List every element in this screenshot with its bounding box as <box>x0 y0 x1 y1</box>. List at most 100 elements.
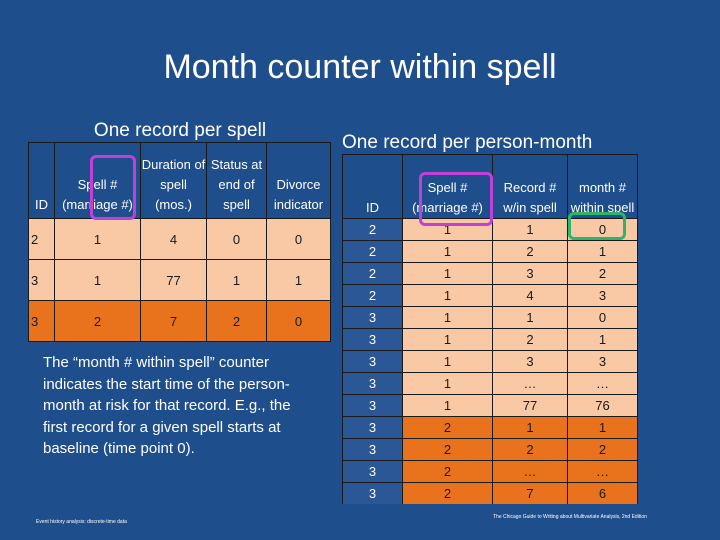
explanation-note: The “month # within spell” counter indic… <box>43 354 291 457</box>
spell-table: ID Spell # (marriage #) Duration of spel… <box>28 142 331 342</box>
header-record-number: Record # w/in spell <box>492 154 568 219</box>
cell: 0 <box>266 218 331 260</box>
table-row: 3 2…… <box>342 460 638 483</box>
cell: 3 <box>342 394 403 417</box>
cell: 2 <box>342 284 403 307</box>
cell: 3 <box>567 284 638 307</box>
person-month-table: ID Spell # (marriage #) Record # w/in sp… <box>342 154 638 504</box>
table-row: 3 1 77 76 <box>342 394 638 417</box>
cell: 7 <box>492 482 568 504</box>
cell: 1 <box>402 240 493 263</box>
cell: 3 <box>342 328 403 351</box>
cell: 2 <box>402 438 493 461</box>
cell: 1 <box>402 394 493 417</box>
cell: 7 <box>140 300 207 342</box>
cell: 3 <box>492 262 568 285</box>
cell: 1 <box>402 372 493 395</box>
cell: 1 <box>492 306 568 329</box>
header-month-within-spell: month # within spell <box>567 154 638 219</box>
cell: 6 <box>567 482 638 504</box>
table-row: 3 1…… <box>342 372 638 395</box>
cell: 1 <box>567 416 638 439</box>
cell: 2 <box>402 460 493 483</box>
cell: 1 <box>54 259 141 301</box>
spell-number-highlight <box>419 172 493 226</box>
cell: … <box>567 460 638 483</box>
cell: 2 <box>342 262 403 285</box>
header-divorce-indicator: Divorce indicator <box>266 142 331 219</box>
cell: 3 <box>567 350 638 373</box>
cell: 2 <box>342 240 403 263</box>
cell: 1 <box>567 240 638 263</box>
header-status: Status at end of spell <box>206 142 267 219</box>
cell: 3 <box>342 372 403 395</box>
cell: 3 <box>28 259 55 301</box>
cell: 3 <box>28 300 55 342</box>
cell: 1 <box>266 259 331 301</box>
table-row: 3 2 7 2 0 <box>28 300 331 342</box>
spell-number-highlight <box>90 155 136 220</box>
cell: 1 <box>402 350 493 373</box>
cell: 1 <box>492 218 568 241</box>
cell: 1 <box>402 262 493 285</box>
left-table-caption: One record per spell <box>93 120 267 141</box>
cell: 0 <box>567 306 638 329</box>
cell: 4 <box>492 284 568 307</box>
cell: 1 <box>206 259 267 301</box>
cell: 2 <box>28 218 55 260</box>
cell: 2 <box>567 438 638 461</box>
cell: 3 <box>342 416 403 439</box>
cell: 1 <box>567 328 638 351</box>
right-table-caption: One record per person-month <box>342 132 593 153</box>
cell: 3 <box>342 482 403 504</box>
spell-table-header: ID Spell # (marriage #) Duration of spel… <box>28 142 331 219</box>
cell: 2 <box>402 482 493 504</box>
cell: 3 <box>492 350 568 373</box>
cell: 2 <box>492 438 568 461</box>
slide-title: Month counter within spell <box>163 48 557 86</box>
footer-left: Event history analysis: discrete-time da… <box>36 519 127 525</box>
cell: 0 <box>266 300 331 342</box>
table-row: 3 1 77 1 1 <box>28 259 331 301</box>
cell: 1 <box>492 416 568 439</box>
cell: 2 <box>206 300 267 342</box>
cell: 2 <box>492 328 568 351</box>
table-row: 2 1 4 0 0 <box>28 218 331 260</box>
cell: 4 <box>140 218 207 260</box>
cell: 1 <box>402 306 493 329</box>
cell: 2 <box>342 218 403 241</box>
footer-right: The Chicago Guide to Writing about Multi… <box>493 514 647 520</box>
cell: 77 <box>140 259 207 301</box>
cell: 3 <box>342 438 403 461</box>
header-id: ID <box>342 154 403 219</box>
cell: … <box>567 372 638 395</box>
header-duration: Duration of spell (mos.) <box>140 142 207 219</box>
cell: 3 <box>342 350 403 373</box>
cell: 1 <box>402 328 493 351</box>
cell: 3 <box>342 306 403 329</box>
cell: 2 <box>567 262 638 285</box>
cell: 1 <box>54 218 141 260</box>
cell: 2 <box>492 240 568 263</box>
cell: 0 <box>206 218 267 260</box>
cell: 2 <box>54 300 141 342</box>
cell: 77 <box>492 394 568 417</box>
cell: … <box>492 372 568 395</box>
header-id: ID <box>28 142 55 219</box>
cell: 3 <box>342 460 403 483</box>
cell: … <box>492 460 568 483</box>
cell: 76 <box>567 394 638 417</box>
month-counter-highlight <box>568 212 626 240</box>
cell: 1 <box>402 284 493 307</box>
cell: 2 <box>402 416 493 439</box>
